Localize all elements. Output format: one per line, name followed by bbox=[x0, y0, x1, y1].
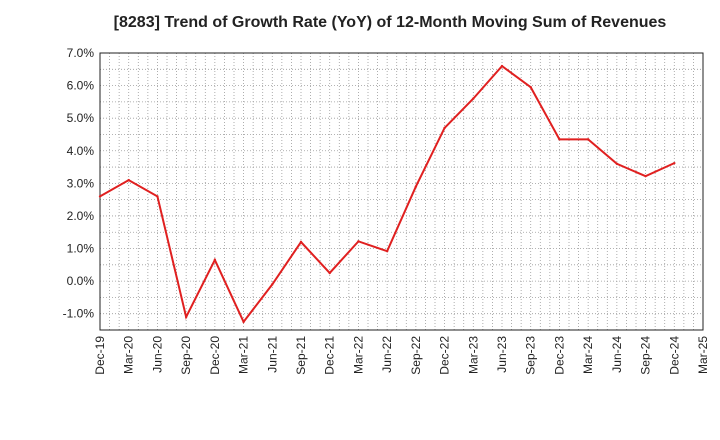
data-point bbox=[500, 64, 504, 68]
y-tick-label: 0.0% bbox=[67, 274, 95, 288]
data-point bbox=[328, 271, 331, 275]
x-tick-label: Dec-24 bbox=[667, 336, 681, 375]
data-point bbox=[529, 86, 532, 89]
data-point bbox=[615, 162, 619, 165]
x-tick-label: Mar-21 bbox=[237, 336, 251, 374]
x-tick-label: Dec-19 bbox=[93, 336, 107, 375]
x-tick-label: Mar-22 bbox=[351, 336, 365, 374]
data-point bbox=[586, 138, 590, 141]
data-point bbox=[644, 174, 647, 178]
x-tick-label: Jun-24 bbox=[610, 336, 624, 373]
data-point bbox=[271, 283, 274, 286]
axis-tick-labels: 7.0% 6.0% 5.0% 4.0% 3.0% 2.0% 1.0% 0.0% -1.0% Dec… bbox=[63, 46, 710, 375]
x-tick-label: Jun-23 bbox=[495, 336, 509, 373]
x-tick-label: Sep-20 bbox=[179, 336, 193, 375]
data-point bbox=[127, 178, 130, 182]
x-tick-label: Dec-20 bbox=[208, 336, 222, 375]
y-tick-label: 7.0% bbox=[67, 46, 95, 60]
data-point bbox=[414, 185, 418, 188]
plot-area-frame bbox=[99, 52, 704, 331]
y-tick-label: 2.0% bbox=[67, 209, 95, 223]
x-tick-label: Sep-21 bbox=[294, 336, 308, 375]
y-tick-label: -1.0% bbox=[63, 307, 95, 321]
data-point bbox=[98, 195, 102, 198]
x-tick-label: Mar-25 bbox=[696, 336, 710, 374]
y-tick-label: 3.0% bbox=[67, 176, 95, 190]
grid-lines bbox=[100, 53, 703, 330]
x-tick-label: Mar-20 bbox=[122, 336, 136, 374]
data-point bbox=[242, 320, 245, 324]
data-point bbox=[213, 258, 217, 262]
y-tick-label: 5.0% bbox=[67, 111, 95, 125]
y-tick-label: 1.0% bbox=[67, 242, 95, 256]
y-tick-label: 4.0% bbox=[67, 144, 95, 158]
data-point bbox=[184, 315, 188, 319]
x-tick-label: Mar-24 bbox=[581, 336, 595, 374]
data-point bbox=[558, 138, 561, 141]
x-tick-label: Mar-23 bbox=[466, 336, 480, 374]
x-tick-label: Dec-22 bbox=[438, 336, 452, 375]
x-tick-label: Jun-22 bbox=[380, 336, 394, 373]
series-layer bbox=[98, 64, 676, 324]
data-point bbox=[156, 195, 159, 198]
x-tick-label: Dec-23 bbox=[552, 336, 566, 375]
x-tick-label: Sep-24 bbox=[639, 336, 653, 375]
data-point bbox=[385, 249, 389, 253]
data-point bbox=[299, 240, 303, 244]
y-tick-label: 6.0% bbox=[67, 79, 95, 93]
x-tick-label: Jun-20 bbox=[150, 336, 164, 373]
x-tick-label: Sep-22 bbox=[409, 336, 423, 375]
chart-title: [8283] Trend of Growth Rate (YoY) of 12-… bbox=[113, 14, 667, 31]
x-tick-label: Jun-21 bbox=[265, 336, 279, 373]
data-point bbox=[357, 240, 360, 243]
data-point bbox=[673, 161, 676, 165]
data-point bbox=[443, 126, 446, 130]
data-point bbox=[472, 97, 475, 100]
x-tick-label: Dec-21 bbox=[323, 336, 337, 375]
x-tick-label: Sep-23 bbox=[524, 336, 538, 375]
